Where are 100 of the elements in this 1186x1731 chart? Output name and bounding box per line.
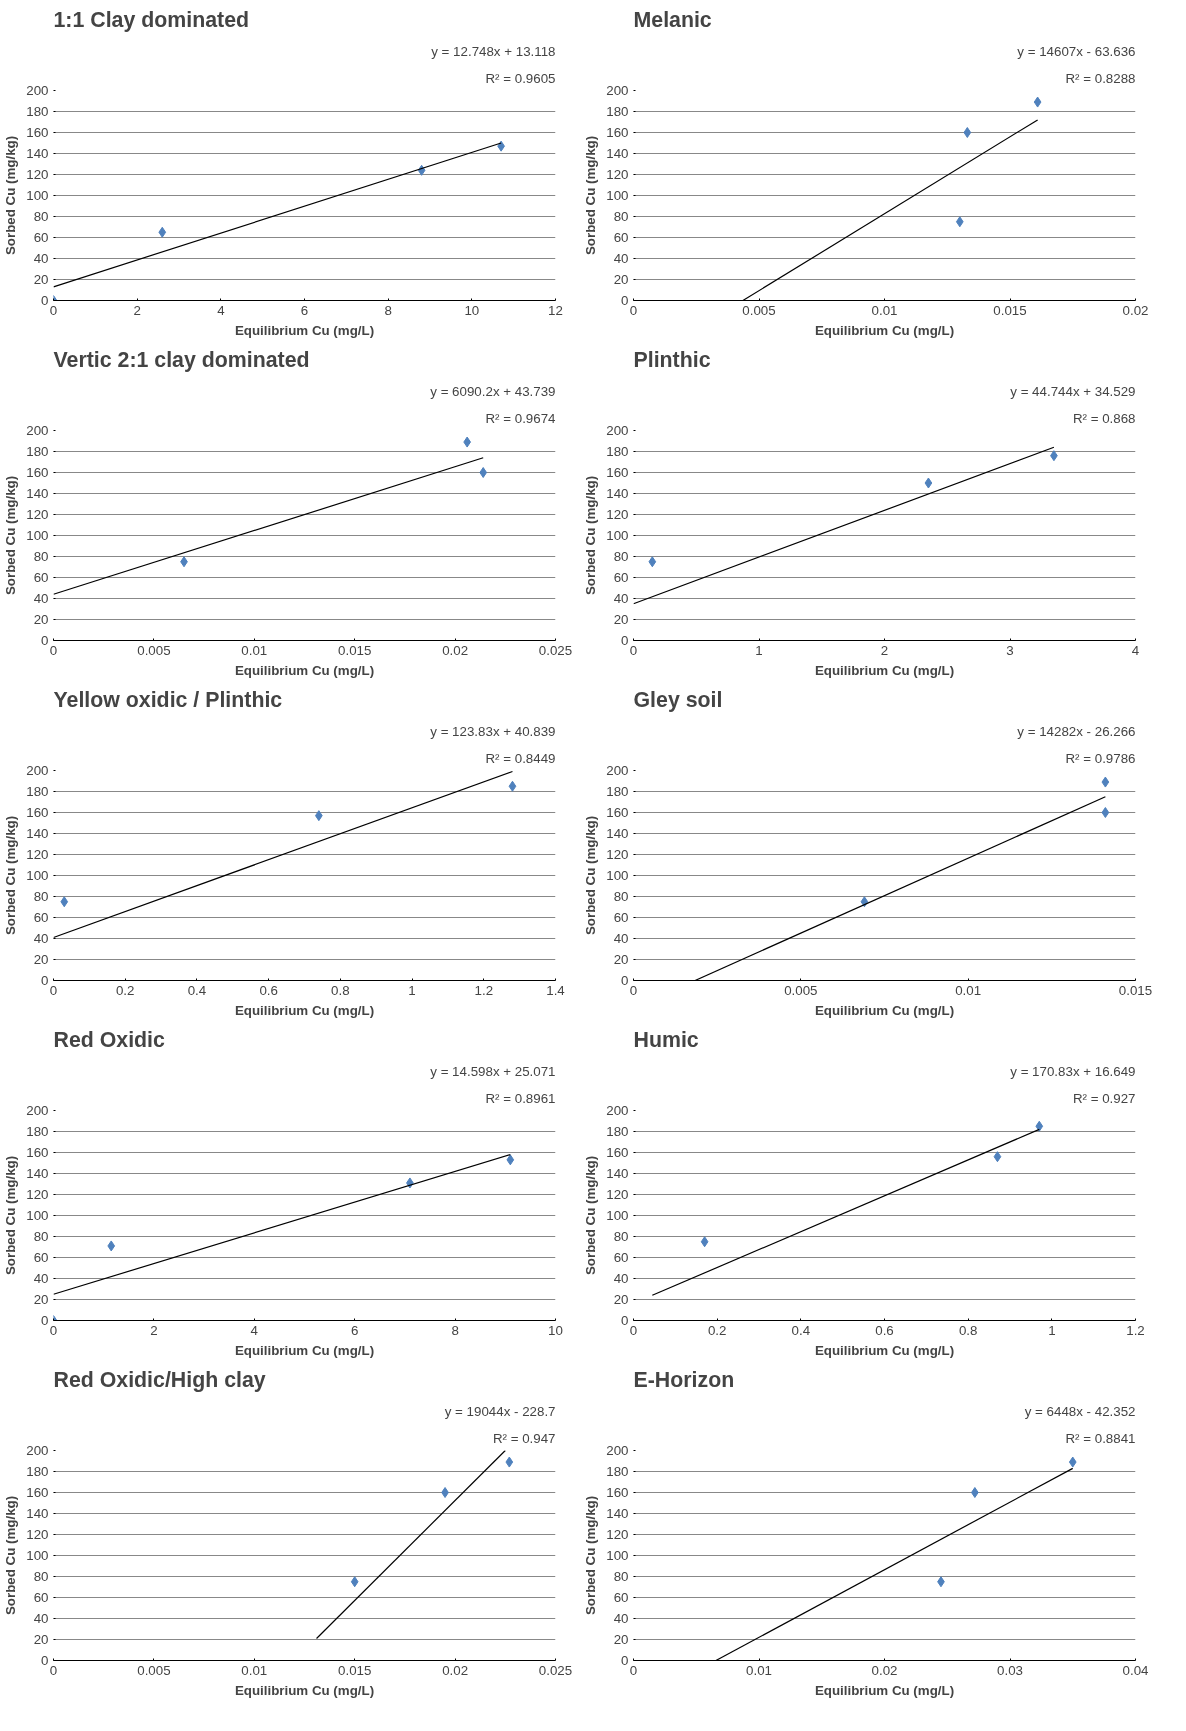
x-tick-label: 0.6	[875, 1322, 894, 1338]
text: R² = 0.868	[1072, 410, 1136, 426]
y-tick-label: 160	[26, 1145, 49, 1160]
y-tick-label: 200	[606, 1103, 629, 1118]
x-tick-label: 0.6	[259, 982, 278, 998]
x-tick-label: 2	[150, 1322, 158, 1338]
y-tick-label: 160	[26, 805, 49, 820]
y-tick-label: 20	[613, 1632, 629, 1647]
y-tick-label: 80	[33, 549, 49, 564]
y-tick-label: 180	[606, 104, 629, 119]
y-tick-label: 60	[33, 1590, 49, 1605]
x-tick-label: 0.02	[442, 642, 469, 658]
x-axis-title: Equilibrium Cu (mg/L)	[814, 1682, 955, 1698]
y-axis-title: Sorbed Cu (mg/kg)	[583, 475, 599, 596]
y-tick-label: 100	[606, 528, 629, 543]
x-tick-label: 0.4	[791, 1322, 811, 1338]
text: R² = 0.8449	[485, 750, 556, 766]
x-tick-label: 0.01	[746, 1662, 772, 1678]
y-tick-label: 60	[33, 1250, 49, 1265]
text: y = 14.598x + 25.071	[430, 1063, 556, 1079]
x-tick-label: 0.8	[958, 1322, 978, 1338]
y-tick-label: 120	[26, 507, 49, 522]
y-tick-label: 80	[33, 889, 49, 904]
y-tick-label: 200	[26, 423, 49, 438]
y-tick-label: 140	[606, 1166, 629, 1181]
y-tick-label: 160	[26, 125, 49, 140]
y-tick-label: 160	[606, 125, 629, 140]
y-tick-label: 120	[26, 167, 49, 182]
y-tick-label: 120	[26, 1187, 49, 1202]
text: R² = 0.8961	[485, 1090, 556, 1106]
y-tick-label: 80	[33, 1229, 49, 1244]
y-tick-label: 180	[26, 1124, 49, 1139]
y-tick-label: 100	[26, 1548, 49, 1563]
x-tick-label: 0.2	[115, 982, 135, 998]
text: R² = 0.9605	[485, 70, 556, 86]
x-tick-label: 2	[133, 302, 141, 318]
y-tick-label: 100	[26, 188, 49, 203]
y-tick-label: 40	[33, 1271, 49, 1286]
x-axis-title: Equilibrium Cu (mg/L)	[234, 1002, 375, 1018]
text: y = 6090.2x + 43.739	[430, 383, 556, 399]
y-tick-label: 180	[26, 444, 49, 459]
y-tick-label: 180	[26, 784, 49, 799]
text: y = 12.748x + 13.118	[431, 43, 556, 59]
x-tick-label: 6	[300, 302, 309, 318]
y-tick-label: 180	[26, 1464, 49, 1479]
text: R² = 0.9674	[485, 410, 557, 426]
y-tick-label: 40	[33, 251, 49, 266]
chart-title: Plinthic	[633, 347, 711, 372]
x-tick-label: 0.005	[742, 302, 776, 318]
y-tick-label: 20	[613, 1292, 629, 1307]
y-tick-label: 120	[26, 847, 49, 862]
x-tick-label: 0.4	[187, 982, 207, 998]
text: R² = 0.9786	[1065, 750, 1136, 766]
text: y = 44.744x + 34.529	[1010, 383, 1136, 399]
x-tick-label: 4	[1131, 642, 1140, 658]
y-axis-title: Sorbed Cu (mg/kg)	[583, 1495, 599, 1616]
y-tick-label: 100	[606, 1548, 629, 1563]
x-tick-label: 6	[350, 1322, 359, 1338]
y-tick-label: 200	[606, 763, 629, 778]
y-tick-label: 60	[33, 230, 49, 245]
text: y = 6448x - 42.352	[1024, 1403, 1136, 1419]
x-tick-label: 8	[451, 1322, 459, 1338]
y-tick-label: 100	[26, 528, 49, 543]
y-tick-label: 40	[613, 251, 629, 266]
y-tick-label: 20	[33, 272, 49, 287]
chart-title: Gley soil	[633, 687, 723, 712]
y-tick-label: 60	[613, 1590, 629, 1605]
chart-title: E-Horizon	[633, 1367, 735, 1392]
y-tick-label: 120	[606, 167, 629, 182]
y-tick-label: 200	[26, 83, 49, 98]
y-tick-label: 140	[606, 486, 629, 501]
y-tick-label: 40	[33, 931, 49, 946]
y-tick-label: 40	[613, 931, 629, 946]
y-tick-label: 100	[606, 1208, 629, 1223]
y-axis-title: Sorbed Cu (mg/kg)	[3, 815, 19, 936]
y-tick-label: 80	[613, 209, 629, 224]
y-tick-label: 140	[606, 826, 629, 841]
chart-title: Humic	[633, 1027, 699, 1052]
x-axis-title: Equilibrium Cu (mg/L)	[814, 1342, 955, 1358]
y-tick-label: 80	[613, 1229, 629, 1244]
x-tick-label: 4	[250, 1322, 259, 1338]
chart-title: Red Oxidic	[53, 1027, 166, 1052]
x-tick-label: 8	[384, 302, 392, 318]
y-tick-label: 40	[613, 591, 629, 606]
y-tick-label: 100	[26, 1208, 49, 1223]
x-tick-label: 0.01	[241, 1662, 268, 1678]
text: R² = 0.947	[492, 1430, 556, 1446]
y-tick-label: 100	[606, 188, 629, 203]
x-tick-label: 0.01	[871, 302, 898, 318]
x-tick-label: 0.005	[784, 982, 818, 998]
y-tick-label: 60	[33, 570, 49, 585]
y-tick-label: 160	[26, 465, 49, 480]
y-tick-label: 80	[613, 1569, 629, 1584]
x-tick-label: 0.03	[997, 1662, 1023, 1678]
y-tick-label: 160	[26, 1485, 49, 1500]
x-tick-label: 0.02	[442, 1662, 469, 1678]
y-tick-label: 20	[33, 1292, 49, 1307]
y-axis-title: Sorbed Cu (mg/kg)	[583, 815, 599, 936]
y-tick-label: 160	[606, 1485, 629, 1500]
y-tick-label: 180	[606, 1464, 629, 1479]
